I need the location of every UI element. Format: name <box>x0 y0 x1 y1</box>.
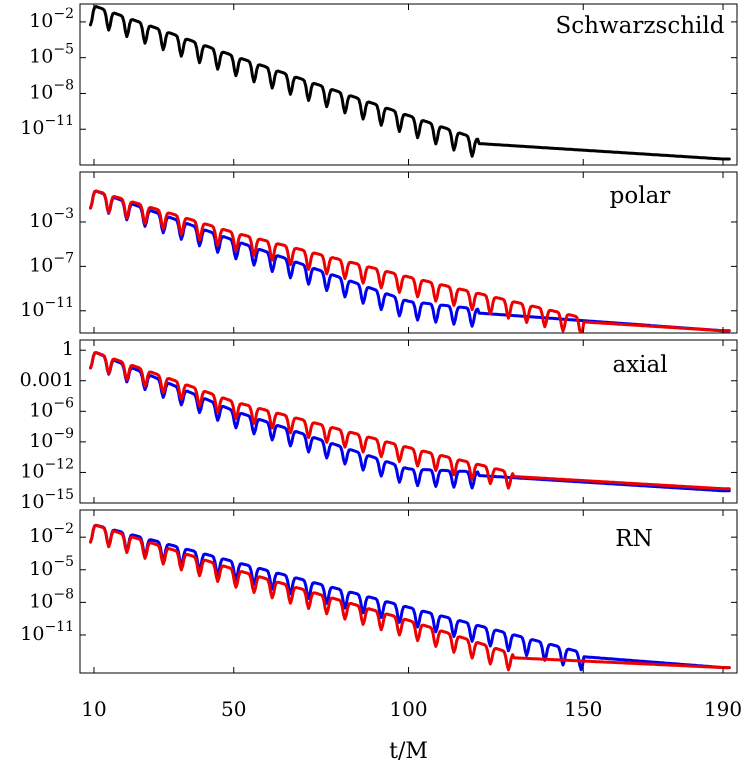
x-tick-label: 10 <box>81 697 106 721</box>
panel-3: 1 0.001 10−6 10−9 10−12 10−15 axial <box>20 338 738 513</box>
y-tick-label: 10−15 <box>20 487 74 513</box>
series-line-2 <box>89 351 731 491</box>
y-tick-label: 10−7 <box>29 250 74 276</box>
y-tick-label: 10−11 <box>20 295 74 321</box>
series-line-1 <box>89 5 731 161</box>
y-tick-label: 10−3 <box>29 206 74 232</box>
x-axis: 10 50 100 150 190 <box>81 697 742 721</box>
x-tick-label: 100 <box>389 697 427 721</box>
panel-label: axial <box>612 352 667 378</box>
x-tick-label: 50 <box>221 697 246 721</box>
y-tick-label: 10−2 <box>29 521 74 547</box>
panel-2: 10−3 10−7 10−11 polar <box>20 171 738 334</box>
series-line-1 <box>89 189 731 333</box>
panel-label: polar <box>610 183 671 209</box>
panels: 10−210−510−810−11Schwarzschild10−310−710… <box>20 3 738 674</box>
y-tick-label: 0.001 <box>20 369 74 391</box>
y-tick-label: 10−2 <box>29 6 74 32</box>
y-tick-label: 1 <box>62 338 74 360</box>
x-tick-label: 150 <box>564 697 602 721</box>
y-tick-label: 10−11 <box>20 619 74 645</box>
panel-1: 10−2 10−5 10−8 10−11 Schwarzschild <box>20 3 738 166</box>
y-tick-label: 10−9 <box>29 426 74 452</box>
panel-label: RN <box>615 526 652 552</box>
y-tick-label: 10−5 <box>29 554 74 580</box>
series-line-2 <box>89 523 731 672</box>
panel-4: 10−2 10−5 10−8 10−11 RN <box>20 509 738 674</box>
y-tick-label: 10−6 <box>29 395 74 421</box>
x-tick-label: 190 <box>704 697 742 721</box>
x-axis-label: t/M <box>389 739 428 764</box>
y-tick-label: 10−11 <box>20 113 74 139</box>
y-tick-label: 10−5 <box>29 42 74 68</box>
y-tick-label: 10−8 <box>29 77 74 103</box>
panel-label: Schwarzschild <box>556 13 725 39</box>
series-line-2 <box>89 189 731 334</box>
y-tick-label: 10−8 <box>29 586 74 612</box>
y-tick-label: 10−12 <box>20 456 74 482</box>
